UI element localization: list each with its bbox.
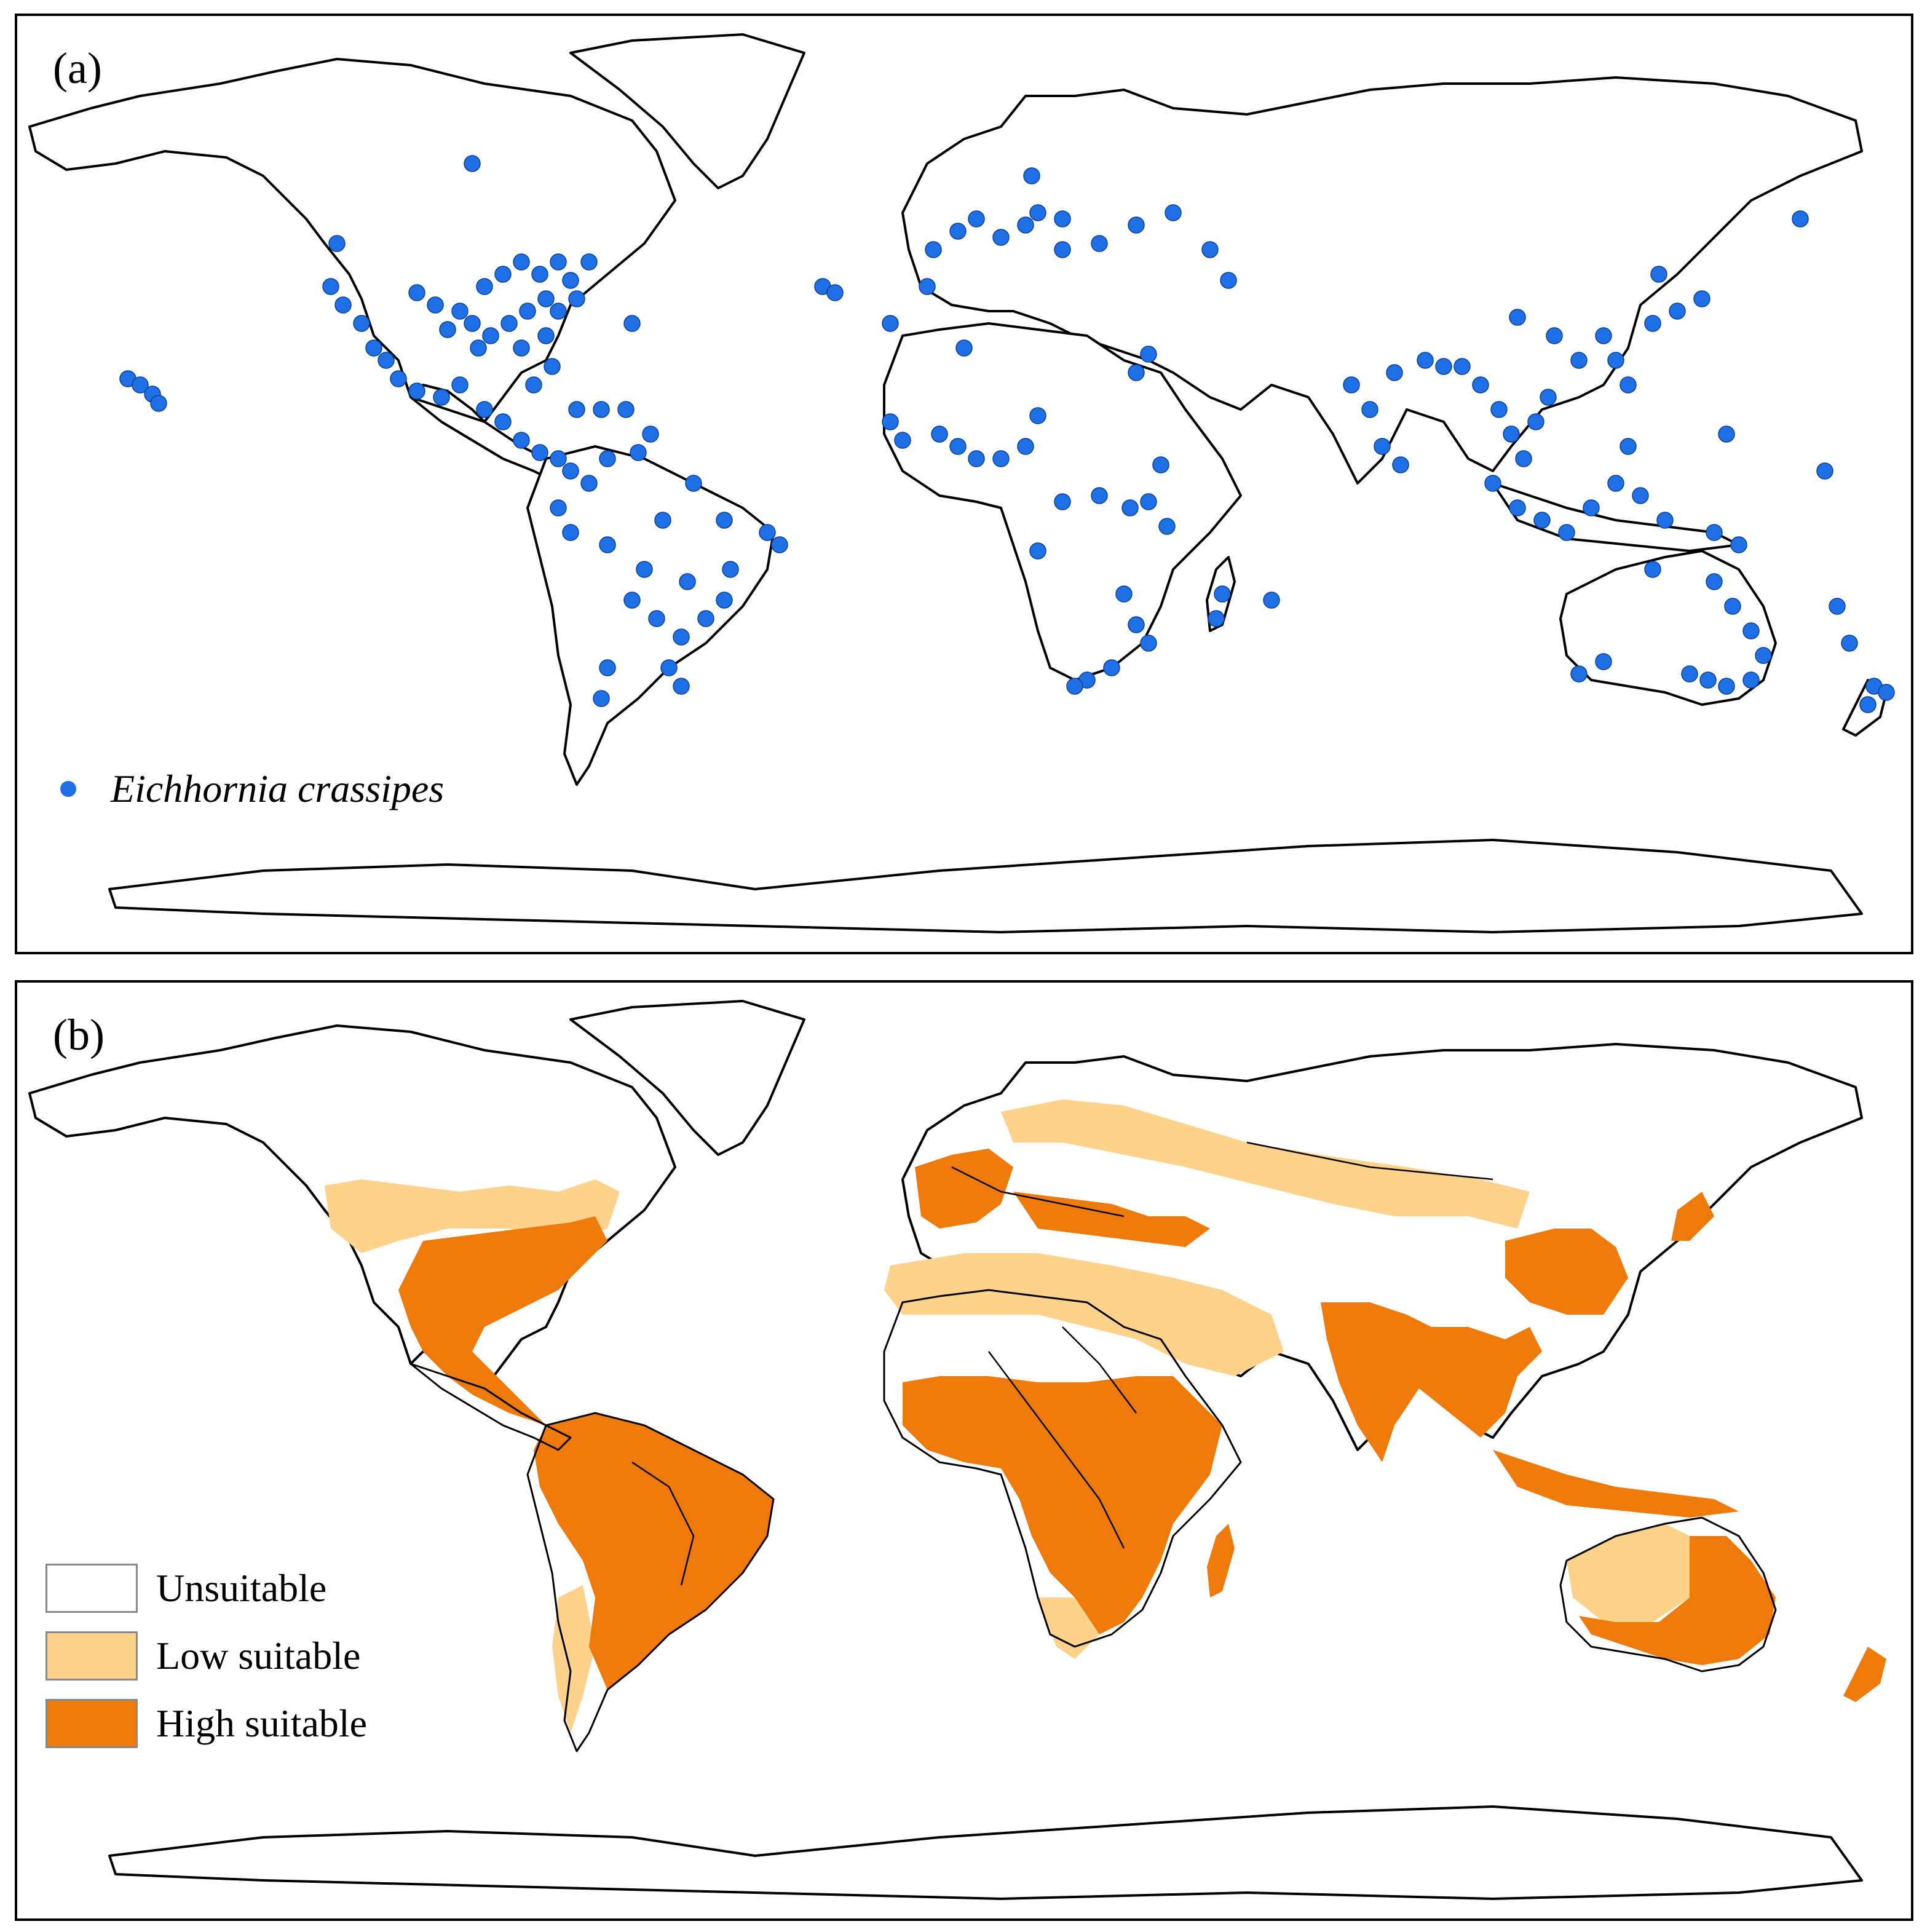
suitability-legend: Unsuitable Low suitable High suitable [45,1554,367,1757]
southeast-asia-islands [1492,482,1740,552]
eurasia [901,76,1863,485]
suitability-map-panel: (b) Unsuitable Low suitable High suitabl… [15,980,1913,1921]
low-eurasia [1001,1099,1530,1229]
world-map-occurrences [28,33,1895,933]
high-japan [1671,1192,1714,1241]
high-suitable-swatch [45,1699,138,1748]
high-southeast-us-mexico [398,1216,607,1425]
country-borders [409,1141,1777,1752]
legend-row-low-suitable: Low suitable [45,1622,367,1690]
high-new-zealand [1843,1647,1886,1702]
high-mediterranean [1013,1192,1210,1247]
occurrence-map-panel: (a) Eichhornia crassipes [15,14,1913,954]
panel-a-label: (a) [53,44,102,93]
high-madagascar [1207,1524,1235,1597]
low-australia [1567,1524,1690,1622]
occurrence-points [119,155,1895,713]
high-china [1505,1229,1628,1315]
antarctica [108,839,1863,933]
antarctica [108,1805,1863,1900]
occurrence-legend: Eichhornia crassipes [60,766,444,812]
high-india-southeast-asia [1321,1302,1542,1462]
low-south-america-andes [552,1585,595,1733]
high-indonesia [1493,1450,1739,1518]
world-map-suitability [28,1000,1886,1900]
legend-row-high-suitable: High suitable [45,1690,367,1757]
high-suitability-zones [398,1149,1886,1702]
occurrence-point-icon [60,781,76,797]
species-name: Eichhornia crassipes [111,767,445,810]
unsuitable-label: Unsuitable [156,1566,327,1610]
low-suitable-swatch [45,1631,138,1681]
greenland [569,1000,805,1156]
high-australia-east [1579,1536,1776,1665]
low-suitable-label: Low suitable [156,1634,361,1677]
panel-b-label: (b) [53,1010,105,1059]
high-sub-saharan-africa [903,1376,1222,1634]
legend-row-unsuitable: Unsuitable [45,1554,367,1622]
low-sahara-arabia [884,1253,1284,1376]
high-western-europe [915,1149,1013,1229]
high-suitable-label: High suitable [156,1701,368,1745]
north-america [28,58,676,423]
high-south-america [534,1413,773,1690]
unsuitable-swatch [45,1564,138,1613]
greenland [569,33,805,189]
